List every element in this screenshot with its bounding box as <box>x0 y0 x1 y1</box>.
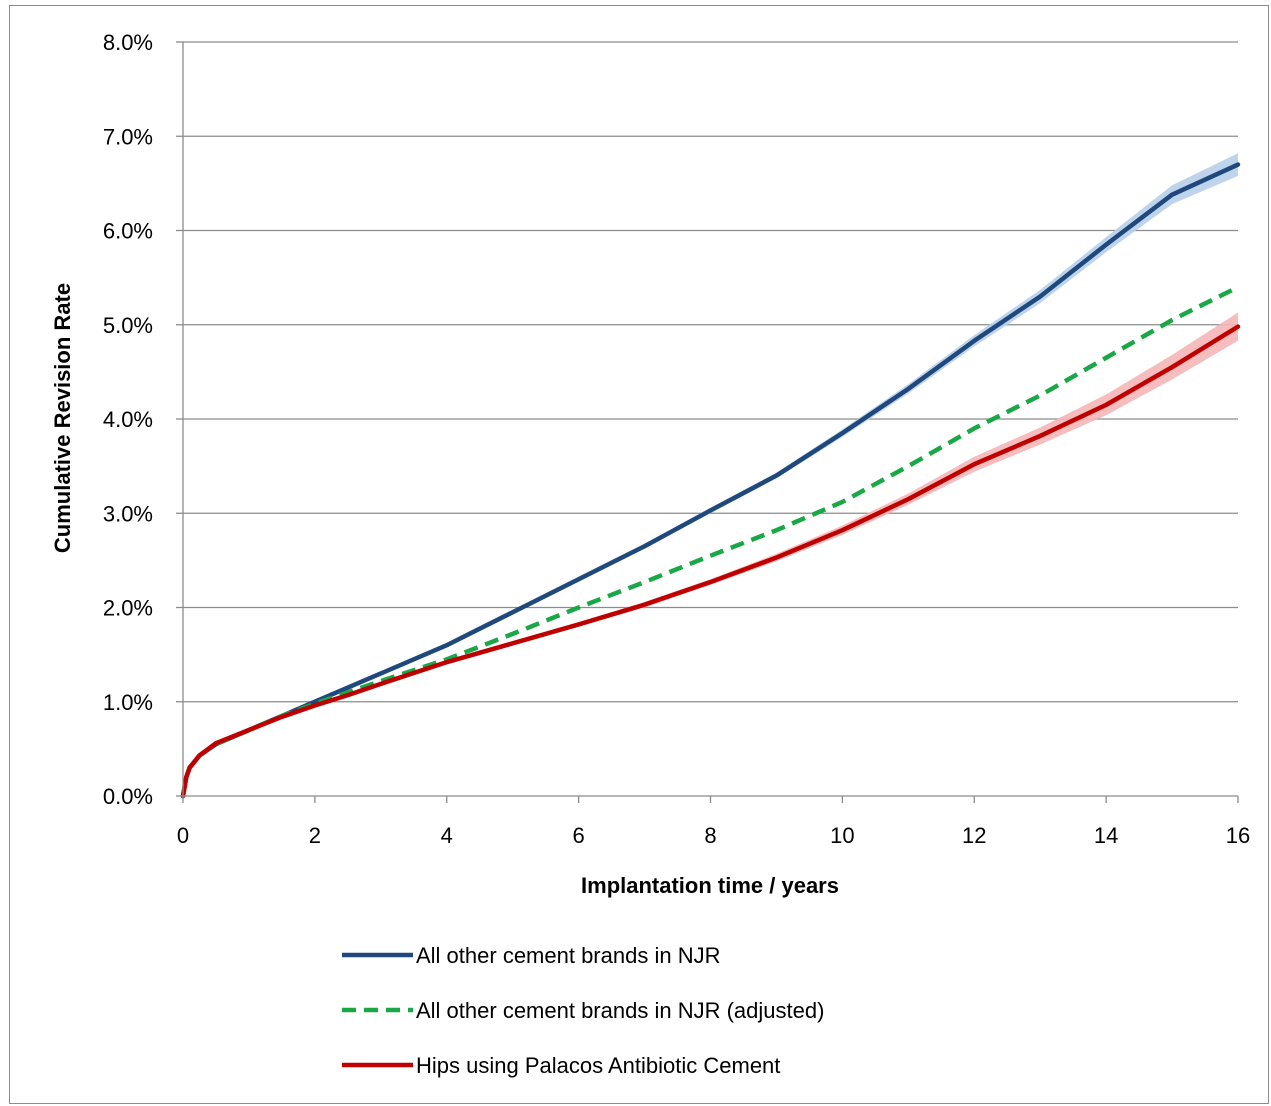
legend: All other cement brands in NJR All other … <box>342 943 824 1078</box>
x-tick-label: 0 <box>177 823 189 848</box>
x-tick-label: 16 <box>1226 823 1250 848</box>
x-tick-label: 10 <box>830 823 854 848</box>
x-axis-title: Implantation time / years <box>581 873 839 898</box>
y-tick-label: 0.0% <box>103 784 153 809</box>
chart-frame <box>9 5 1269 1104</box>
x-tick-label: 12 <box>962 823 986 848</box>
legend-label: Hips using Palacos Antibiotic Cement <box>416 1053 780 1078</box>
y-tick-label: 8.0% <box>103 30 153 55</box>
confidence-bands <box>183 153 1238 797</box>
x-tick-label: 2 <box>309 823 321 848</box>
x-tick-label: 4 <box>441 823 453 848</box>
series-lines <box>180 162 1241 799</box>
gridlines <box>183 41 1238 703</box>
series-line <box>180 324 1241 799</box>
x-tick-labels: 0 2 4 6 8 10 12 14 16 <box>177 796 1250 848</box>
series-line <box>180 285 1240 797</box>
y-tick-label: 3.0% <box>103 501 153 526</box>
y-axis-title: Cumulative Revision Rate <box>50 283 75 553</box>
y-tick-label: 1.0% <box>103 690 153 715</box>
y-tick-label: 6.0% <box>103 219 153 244</box>
confidence-band <box>183 153 1238 797</box>
legend-label: All other cement brands in NJR (adjusted… <box>416 998 824 1023</box>
x-tick-label: 8 <box>704 823 716 848</box>
y-tick-label: 7.0% <box>103 124 153 149</box>
y-tick-label: 4.0% <box>103 407 153 432</box>
x-tick-label: 14 <box>1094 823 1118 848</box>
y-tick-label: 2.0% <box>103 596 153 621</box>
legend-label: All other cement brands in NJR <box>416 943 720 968</box>
y-tick-labels: 0.0% 1.0% 2.0% 3.0% 4.0% 5.0% 6.0% 7.0% 8.0% <box>103 30 183 809</box>
y-tick-label: 5.0% <box>103 313 153 338</box>
x-tick-label: 6 <box>573 823 585 848</box>
